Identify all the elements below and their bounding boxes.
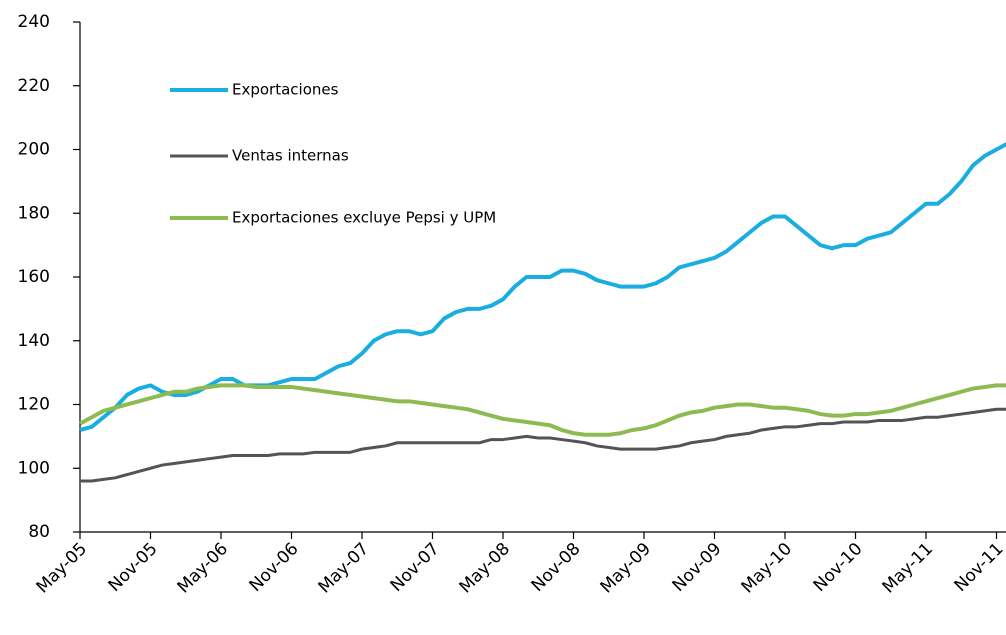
y-tick-label: 80 [28, 522, 50, 542]
x-tick-label: May-07 [315, 539, 373, 597]
x-tick-label: May-11 [879, 539, 937, 597]
legend-label: Exportaciones [232, 81, 339, 99]
x-tick-label: Nov-10 [810, 539, 867, 596]
x-tick-label: Nov-11 [951, 539, 1006, 596]
x-tick-label: May-06 [174, 539, 232, 597]
y-tick-label: 200 [18, 140, 50, 160]
x-tick-label: Nov-05 [105, 539, 162, 596]
y-tick-label: 180 [18, 203, 50, 223]
y-tick-label: 100 [18, 458, 50, 478]
x-tick-label: May-08 [456, 539, 514, 597]
series-line [80, 407, 1006, 483]
x-tick-label: May-05 [33, 539, 91, 597]
x-tick-label: Nov-09 [669, 539, 726, 596]
series-line [79, 383, 1006, 437]
x-tick-label: May-09 [597, 539, 655, 597]
legend-label: Ventas internas [232, 147, 349, 165]
x-tick-label: May-10 [738, 539, 796, 597]
y-tick-label: 140 [18, 331, 50, 351]
legend-label: Exportaciones excluye Pepsi y UPM [232, 209, 496, 227]
y-tick-label: 160 [18, 267, 50, 287]
x-tick-label: Nov-08 [528, 539, 585, 596]
y-tick-label: 220 [18, 76, 50, 96]
x-tick-label: Nov-07 [387, 539, 444, 596]
y-tick-label: 120 [18, 395, 50, 415]
series-line [79, 142, 1006, 432]
x-tick-label: Nov-06 [246, 539, 303, 596]
y-tick-label: 240 [18, 12, 50, 32]
